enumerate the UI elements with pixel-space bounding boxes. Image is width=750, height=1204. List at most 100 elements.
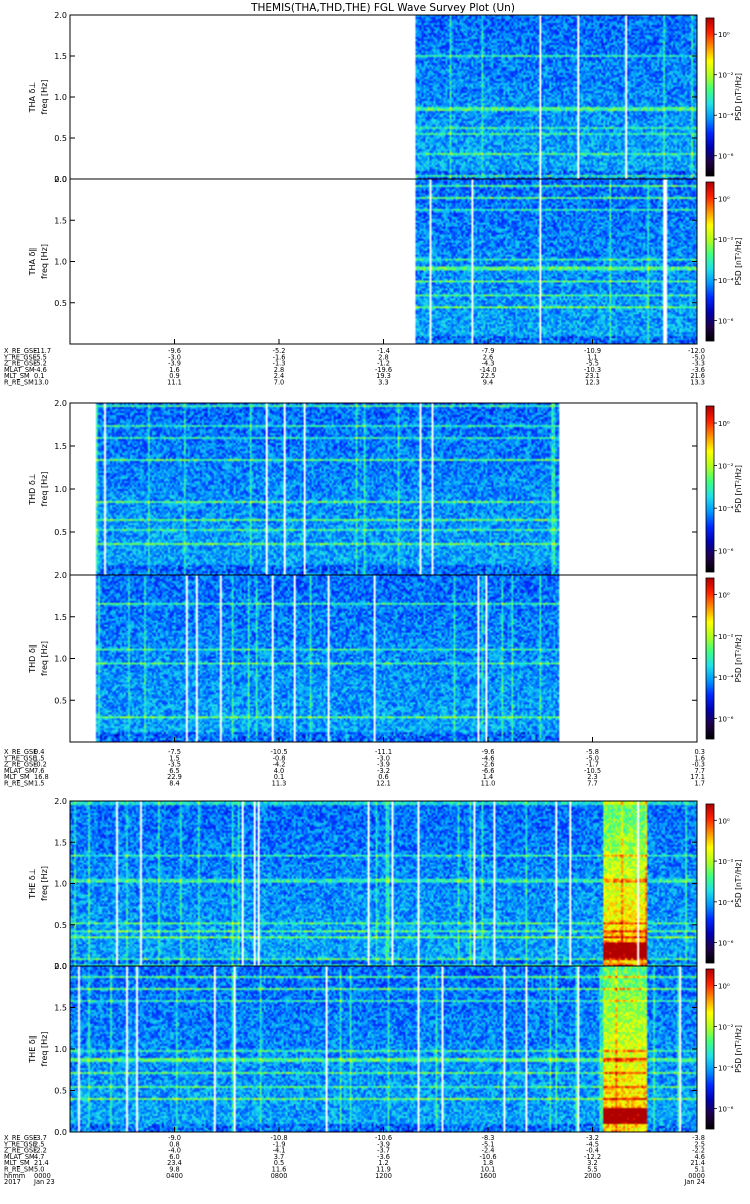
ephemeris-value: -3.7 bbox=[377, 1147, 390, 1155]
ephemeris-label: X_RE_GSE bbox=[4, 347, 37, 355]
ephemeris-value: -10.8 bbox=[270, 1134, 287, 1142]
ephemeris-value: -10.5 bbox=[270, 748, 287, 756]
ephemeris-table: X_RE_GSE-11.7 -9.6 -5.2 -1.4 -7.9 -10.9 -12.0 Y… bbox=[3, 347, 705, 387]
spectrogram-image bbox=[70, 179, 697, 344]
ephemeris-value: 5.0 bbox=[34, 1166, 45, 1174]
y-tick-label: 1.5 bbox=[54, 52, 67, 61]
colorbar-label: PSD [nT²/Hz] bbox=[734, 1025, 743, 1073]
y-tick-label: 1.0 bbox=[54, 258, 67, 267]
ephemeris-value: 1.5 bbox=[34, 780, 45, 788]
y-tick-label: 0.5 bbox=[54, 1087, 67, 1096]
ephemeris-value: -3.6 bbox=[692, 366, 705, 374]
colorbar bbox=[705, 968, 715, 1130]
ephemeris-value: 12.1 bbox=[376, 780, 391, 788]
colorbar-tick-label: 10⁻⁶ bbox=[718, 318, 734, 326]
ephemeris-label: Z_RE_GSE bbox=[4, 1147, 37, 1155]
time-axis-value: 2000 bbox=[584, 1172, 601, 1180]
colorbar-tick-label: 10⁰ bbox=[718, 31, 730, 39]
ephemeris-value: 4.0 bbox=[274, 767, 285, 775]
colorbar-tick-label: 10⁻⁴ bbox=[718, 674, 734, 682]
y-tick-label: 1.5 bbox=[54, 613, 67, 622]
ephemeris-value: 0.3 bbox=[695, 748, 706, 756]
ephemeris-value: 2.3 bbox=[587, 773, 598, 781]
ephemeris-value: -5.5 bbox=[586, 360, 599, 368]
ephemeris-value: -11.7 bbox=[34, 347, 51, 355]
ephemeris-value: 11.9 bbox=[376, 1166, 391, 1174]
y-axis-label: THD δ⊥ bbox=[28, 473, 37, 506]
ephemeris-value: -5.1 bbox=[482, 1140, 495, 1148]
ephemeris-value: -9.6 bbox=[482, 748, 495, 756]
colorbar bbox=[705, 803, 715, 964]
ephemeris-value: -2.2 bbox=[34, 1147, 47, 1155]
ephemeris-value: 2.5 bbox=[34, 1140, 45, 1148]
ephemeris-value: -2.4 bbox=[482, 1147, 495, 1155]
ephemeris-value: -5.8 bbox=[586, 748, 599, 756]
y-tick-label: 1.5 bbox=[54, 1004, 67, 1013]
ephemeris-value: -3.6 bbox=[377, 1153, 390, 1161]
ephemeris-value: 0.6 bbox=[378, 773, 389, 781]
time-axis-label: 2017 bbox=[4, 1178, 21, 1186]
colorbar-tick-label: 10⁻⁶ bbox=[718, 715, 734, 723]
ephemeris-value: -4.3 bbox=[482, 360, 495, 368]
ephemeris-value: -0.3 bbox=[692, 761, 705, 769]
y-axis-unit: freq [Hz] bbox=[40, 641, 49, 676]
ephemeris-value: 16.8 bbox=[34, 773, 49, 781]
ephemeris-value: 1.7 bbox=[695, 780, 706, 788]
colorbar-label: PSD [nT²/Hz] bbox=[734, 465, 743, 513]
colorbar bbox=[705, 577, 715, 740]
ephemeris-value: -0.8 bbox=[273, 754, 286, 762]
ephemeris-value: 1.6 bbox=[695, 754, 706, 762]
y-tick-label: 0.5 bbox=[54, 696, 67, 705]
ephemeris-value: 0.1 bbox=[274, 773, 285, 781]
ephemeris-value: -5.0 bbox=[692, 353, 705, 361]
colorbar-tick-label: 10⁰ bbox=[718, 817, 730, 825]
ephemeris-value: 1.4 bbox=[483, 773, 494, 781]
ephemeris-value: 2.8 bbox=[378, 353, 389, 361]
ephemeris-value: -9.6 bbox=[168, 347, 181, 355]
ephemeris-value: 7.7 bbox=[695, 767, 706, 775]
ephemeris-value: 5.1 bbox=[695, 1166, 706, 1174]
ephemeris-value: 4.7 bbox=[34, 1153, 45, 1161]
y-tick-label: 0.5 bbox=[54, 528, 67, 537]
y-tick-label: 1.5 bbox=[54, 838, 67, 847]
spectrogram-image bbox=[70, 403, 697, 575]
colorbar-label: PSD [nT²/Hz] bbox=[734, 860, 743, 908]
time-axis-label: hhmm bbox=[4, 1172, 25, 1180]
ephemeris-value: -14.0 bbox=[479, 366, 496, 374]
ephemeris-label: MLT_SM bbox=[4, 1159, 30, 1167]
ephemeris-value: -0.2 bbox=[34, 761, 47, 769]
ephemeris-label: Y_RE_GSE bbox=[3, 353, 37, 361]
ephemeris-value: -3.2 bbox=[586, 1134, 599, 1142]
ephemeris-value: -10.3 bbox=[584, 366, 601, 374]
ephemeris-value: -10.9 bbox=[584, 347, 601, 355]
ephemeris-value: 2.5 bbox=[695, 1140, 706, 1148]
ephemeris-value: -3.0 bbox=[168, 353, 181, 361]
ephemeris-label: MLAT_SM bbox=[4, 767, 35, 775]
y-axis-label: THA δ∥ bbox=[28, 248, 37, 277]
colorbar bbox=[705, 181, 715, 342]
ephemeris-value: -5.5 bbox=[34, 353, 47, 361]
ephemeris-value: 8.4 bbox=[169, 780, 180, 788]
ephemeris-value: 4.6 bbox=[695, 1153, 706, 1161]
time-axis-value: 1200 bbox=[375, 1172, 392, 1180]
ephemeris-value: 1.5 bbox=[169, 754, 180, 762]
ephemeris-value: -1.2 bbox=[377, 360, 390, 368]
ephemeris-value: -4.2 bbox=[273, 761, 286, 769]
colorbar-label: PSD [nT²/Hz] bbox=[734, 73, 743, 121]
colorbar-tick-label: 10⁰ bbox=[718, 420, 730, 428]
colorbar-tick-label: 10⁰ bbox=[718, 982, 730, 990]
ephemeris-value: 13.3 bbox=[690, 379, 705, 387]
ephemeris-value: 11.6 bbox=[272, 1166, 287, 1174]
spectrogram-image bbox=[70, 966, 697, 1132]
ephemeris-value: 11.3 bbox=[272, 780, 287, 788]
ephemeris-value: -1.7 bbox=[586, 761, 599, 769]
y-axis-unit: freq [Hz] bbox=[40, 866, 49, 901]
ephemeris-value: -3.2 bbox=[377, 767, 390, 775]
ephemeris-value: 11.1 bbox=[167, 379, 182, 387]
page-title: THEMIS(THA,THD,THE) FGL Wave Survey Plot… bbox=[250, 2, 515, 14]
time-axis-value: 0000 bbox=[34, 1172, 51, 1180]
